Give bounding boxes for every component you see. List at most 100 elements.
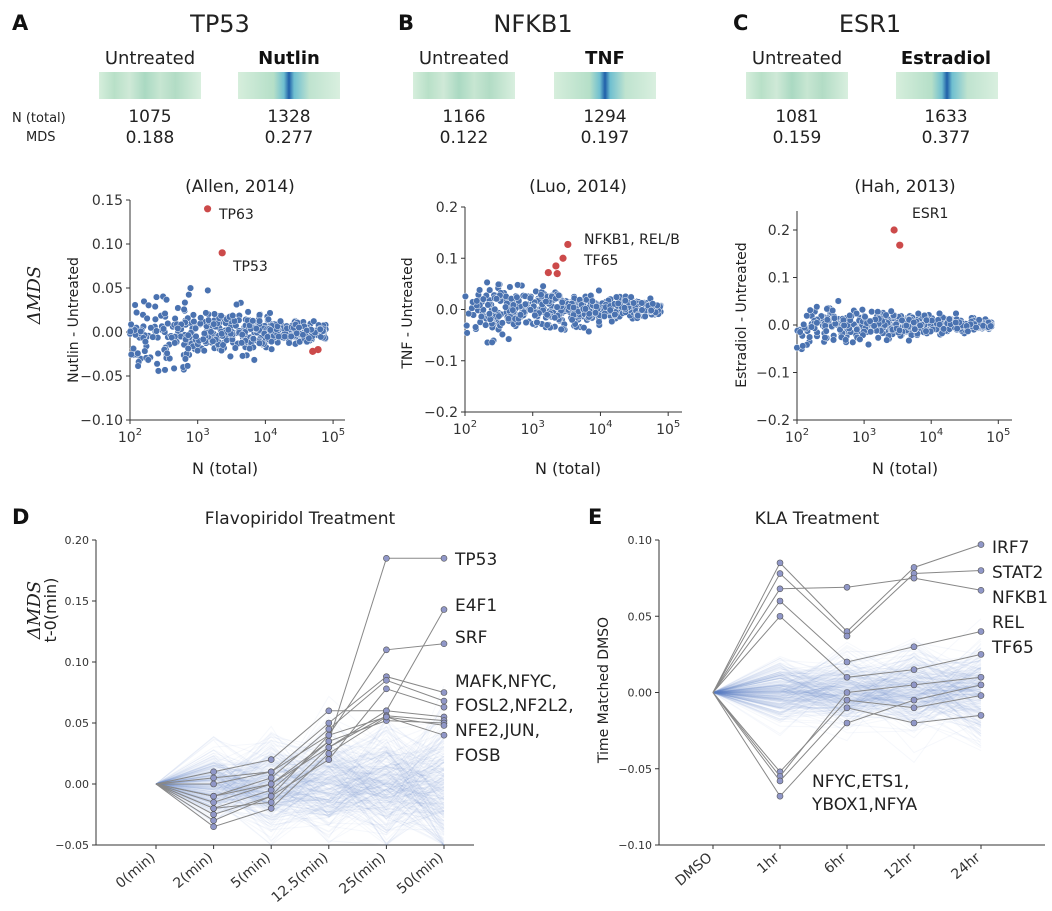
background-line [712, 650, 982, 708]
scatter-point [295, 324, 303, 332]
x-axis-label: N (total) [872, 459, 938, 478]
series-marker [210, 823, 217, 831]
background-line [155, 716, 445, 842]
series-marker [977, 673, 985, 681]
scatter-point [882, 311, 890, 319]
scatter-point [509, 306, 517, 314]
y-tick-label: −0.10 [618, 839, 652, 852]
background-line [712, 638, 982, 703]
series-marker [267, 756, 275, 763]
background-line [155, 738, 445, 793]
heatmap-treated [896, 72, 998, 99]
scatter-point [505, 335, 513, 343]
scatter-point [275, 333, 283, 341]
panel-b: B NFKB1 Untreated TNF 1166 1294 0.122 0.… [398, 10, 656, 148]
background-line [155, 771, 445, 826]
background-line [155, 779, 445, 818]
scatter-point [905, 337, 913, 345]
background-line [155, 751, 445, 826]
series-marker [210, 817, 217, 824]
background-line [155, 769, 445, 809]
scatter-point [627, 293, 635, 301]
background-line [155, 756, 445, 826]
background-line [155, 718, 445, 785]
background-line [155, 756, 445, 846]
background-line [155, 783, 445, 822]
series-marker [910, 704, 918, 712]
background-line [712, 655, 982, 742]
series-marker [776, 559, 784, 567]
background-line [155, 731, 445, 842]
scatter-point [463, 329, 471, 337]
background-line [155, 763, 445, 816]
background-line [712, 692, 982, 725]
background-line [155, 749, 445, 830]
background-line [712, 664, 982, 701]
scatter-title: (Hah, 2013) [854, 177, 955, 197]
panel-c: C ESR1 Untreated Estradiol 1081 1633 0.1… [733, 10, 998, 148]
scatter-point [141, 347, 149, 355]
background-line [155, 758, 445, 823]
background-line [155, 783, 445, 796]
background-line [155, 727, 445, 823]
background-line [712, 673, 982, 700]
scatter-point [874, 308, 882, 316]
background-line [712, 641, 982, 704]
background-line [712, 658, 982, 693]
series-marker [776, 792, 784, 800]
background-line [712, 644, 982, 729]
highlight-point-tp53 [218, 249, 226, 257]
scatter-point [504, 315, 513, 323]
background-line [712, 680, 982, 720]
scatter-point [975, 316, 983, 324]
series-marker [910, 681, 918, 689]
scatter-point [494, 280, 503, 288]
background-line [155, 732, 445, 821]
annotation-label: NFKB1 [992, 588, 1048, 608]
background-line [712, 681, 982, 699]
background-line [155, 724, 445, 816]
background-line [155, 767, 445, 832]
background-line [712, 652, 982, 695]
background-line [155, 758, 445, 817]
line-chart-kla: E KLA Treatment Time Matched DMSO −0.10 −… [588, 505, 1048, 890]
series-marker [210, 811, 217, 818]
background-line [155, 746, 445, 803]
untreated-label: Untreated [419, 48, 509, 69]
scatter-point [522, 318, 530, 327]
scatter-point [568, 316, 576, 324]
series-marker [910, 564, 918, 571]
highlight-point [896, 241, 904, 249]
x-tick-label: 105 [986, 427, 1010, 446]
scatter-point [131, 301, 139, 309]
series-marker [977, 681, 985, 689]
x-tick-label: 103 [186, 427, 210, 446]
series-marker [210, 780, 217, 788]
highlight-point-tp63 [203, 205, 212, 213]
background-line [155, 743, 445, 839]
background-line [155, 704, 445, 821]
scatter-hah-2013: (Hah, 2013) Estradiol - Untreated N (tot… [734, 177, 1012, 478]
treated-n: 1633 [924, 107, 967, 127]
background-line [155, 731, 445, 814]
series-marker [977, 567, 985, 574]
scatter-point [210, 320, 218, 328]
scatter-point [204, 316, 213, 324]
scatter-point [249, 335, 257, 343]
y-tick-label: 0.0 [768, 318, 790, 334]
scatter-point [153, 360, 161, 368]
background-line [155, 762, 445, 846]
background-line [155, 770, 445, 825]
background-line [155, 744, 445, 798]
scatter-point [186, 284, 195, 292]
background-line [155, 740, 445, 831]
scatter-point [134, 349, 142, 357]
x-tick-label: 6hr [821, 850, 850, 878]
scatter-point [972, 323, 980, 332]
scatter-point [803, 312, 811, 320]
series-marker [267, 805, 275, 812]
background-line [712, 657, 982, 727]
scatter-point [147, 324, 155, 332]
series-marker [440, 606, 448, 613]
background-line [155, 752, 445, 833]
